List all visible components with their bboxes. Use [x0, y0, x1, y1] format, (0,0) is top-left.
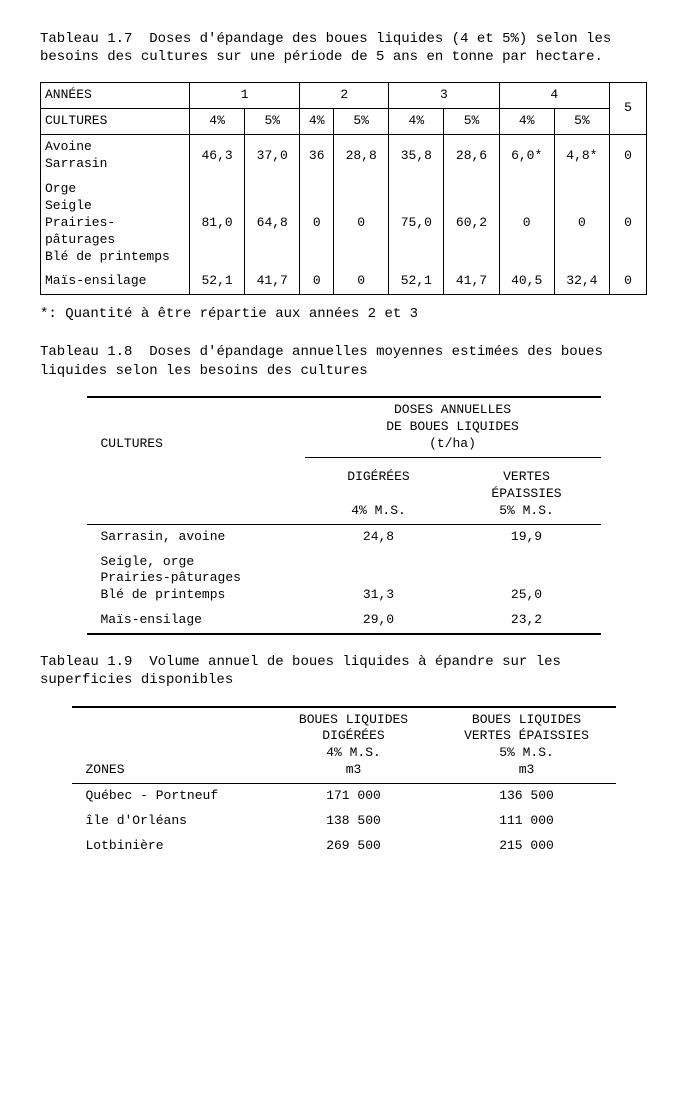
- table-row: Orge Seigle Prairies-pâturages Blé de pr…: [41, 177, 647, 269]
- table-row: île d'Orléans 138 500 111 000: [72, 809, 616, 834]
- table-row: Lotbinière 269 500 215 000: [72, 834, 616, 859]
- t7-r1-c6: 0: [499, 177, 554, 269]
- t9-r0-a: 171 000: [270, 784, 438, 809]
- t7-r2-c8: 0: [610, 269, 647, 294]
- table7: ANNÉES 1 2 3 4 5 CULTURES 4% 5% 4% 5% 4%…: [40, 82, 647, 295]
- t7-r2-label: Maïs-ensilage: [41, 269, 190, 294]
- t7-r1-c2: 0: [300, 177, 334, 269]
- t7-r1-c5: 60,2: [444, 177, 499, 269]
- t7-r1-c4: 75,0: [389, 177, 444, 269]
- t7-r0-c5: 28,6: [444, 135, 499, 177]
- t7-year-4: 4: [499, 83, 609, 109]
- t9-r0-label: Québec - Portneuf: [72, 784, 270, 809]
- table7-caption: Tableau 1.7 Doses d'épandage des boues l…: [40, 30, 647, 66]
- t7-sub-4: 4%: [389, 109, 444, 135]
- t7-r2-c6: 40,5: [499, 269, 554, 294]
- t7-r0-c6: 6,0*: [499, 135, 554, 177]
- t7-r1-c1: 64,8: [245, 177, 300, 269]
- table-row: Seigle, orge Prairies-pâturages Blé de p…: [87, 550, 601, 609]
- t7-r0-c7: 4,8*: [554, 135, 609, 177]
- t7-r2-c1: 41,7: [245, 269, 300, 294]
- t7-r2-c7: 32,4: [554, 269, 609, 294]
- table9-caption: Tableau 1.9 Volume annuel de boues liqui…: [40, 653, 647, 689]
- t7-sub-5: 5%: [444, 109, 499, 135]
- t7-sub-3: 5%: [334, 109, 389, 135]
- t7-r2-c2: 0: [300, 269, 334, 294]
- t8-r0-a: 24,8: [305, 525, 453, 550]
- t7-r0-c4: 35,8: [389, 135, 444, 177]
- t9-r2-label: Lotbinière: [72, 834, 270, 859]
- t8-r0-b: 19,9: [453, 525, 601, 550]
- t7-r2-c4: 52,1: [389, 269, 444, 294]
- t7-year-3: 3: [389, 83, 499, 109]
- t9-r1-b: 111 000: [438, 809, 616, 834]
- table-row: Sarrasin, avoine 24,8 19,9: [87, 525, 601, 550]
- t7-r1-c0: 81,0: [190, 177, 245, 269]
- t7-r1-c7: 0: [554, 177, 609, 269]
- table9-caption-num: Tableau 1.9: [40, 654, 132, 670]
- table-row: Maïs-ensilage 52,1 41,7 0 0 52,1 41,7 40…: [41, 269, 647, 294]
- t7-r1-c3: 0: [334, 177, 389, 269]
- t7-sub-0: 4%: [190, 109, 245, 135]
- t9-h-a: BOUES LIQUIDES DIGÉRÉES 4% M.S. m3: [270, 707, 438, 784]
- table-row: Maïs-ensilage 29,0 23,2: [87, 608, 601, 634]
- table-row: Avoine Sarrasin 46,3 37,0 36 28,8 35,8 2…: [41, 135, 647, 177]
- t7-sub-1: 5%: [245, 109, 300, 135]
- table9: ZONES BOUES LIQUIDES DIGÉRÉES 4% M.S. m3…: [40, 706, 647, 859]
- t7-r0-c0: 46,3: [190, 135, 245, 177]
- t9-r2-b: 215 000: [438, 834, 616, 859]
- t7-r0-label: Avoine Sarrasin: [41, 135, 190, 177]
- t8-h-doses: DOSES ANNUELLES DE BOUES LIQUIDES (t/ha): [305, 397, 601, 457]
- table8-caption: Tableau 1.8 Doses d'épandage annuelles m…: [40, 343, 647, 379]
- t9-h-b: BOUES LIQUIDES VERTES ÉPAISSIES 5% M.S. …: [438, 707, 616, 784]
- t7-year-5: 5: [610, 83, 647, 135]
- t9-r1-a: 138 500: [270, 809, 438, 834]
- t7-sub-2: 4%: [300, 109, 334, 135]
- t8-h-digested: DIGÉRÉES 4% M.S.: [305, 465, 453, 524]
- t7-r1-label: Orge Seigle Prairies-pâturages Blé de pr…: [41, 177, 190, 269]
- t7-r1-c8: 0: [610, 177, 647, 269]
- table8-caption-num: Tableau 1.8: [40, 344, 132, 360]
- t8-r0-label: Sarrasin, avoine: [87, 525, 305, 550]
- t8-r2-a: 29,0: [305, 608, 453, 634]
- t7-r0-c8: 0: [610, 135, 647, 177]
- t9-h-zones: ZONES: [72, 707, 270, 784]
- table7-footnote: *: Quantité à être répartie aux années 2…: [40, 305, 647, 323]
- t7-r0-c2: 36: [300, 135, 334, 177]
- t7-r0-c1: 37,0: [245, 135, 300, 177]
- t7-sub-6: 4%: [499, 109, 554, 135]
- t9-r2-a: 269 500: [270, 834, 438, 859]
- t8-r2-label: Maïs-ensilage: [87, 608, 305, 634]
- t7-head-cultures: CULTURES: [41, 109, 190, 135]
- t7-r2-c5: 41,7: [444, 269, 499, 294]
- t7-r2-c0: 52,1: [190, 269, 245, 294]
- table7-caption-num: Tableau 1.7: [40, 31, 132, 47]
- t8-r1-b: 25,0: [453, 550, 601, 609]
- t9-r1-label: île d'Orléans: [72, 809, 270, 834]
- t7-sub-7: 5%: [554, 109, 609, 135]
- t8-r1-label: Seigle, orge Prairies-pâturages Blé de p…: [87, 550, 305, 609]
- t7-year-2: 2: [300, 83, 389, 109]
- t7-r2-c3: 0: [334, 269, 389, 294]
- t7-r0-c3: 28,8: [334, 135, 389, 177]
- t8-r2-b: 23,2: [453, 608, 601, 634]
- table8: CULTURES DOSES ANNUELLES DE BOUES LIQUID…: [40, 396, 647, 635]
- t8-h-vertes: VERTES ÉPAISSIES 5% M.S.: [453, 465, 601, 524]
- t7-head-years: ANNÉES: [41, 83, 190, 109]
- t8-r1-a: 31,3: [305, 550, 453, 609]
- table-row: Québec - Portneuf 171 000 136 500: [72, 784, 616, 809]
- t8-h-cultures: CULTURES: [87, 397, 305, 457]
- t7-year-1: 1: [190, 83, 300, 109]
- t9-r0-b: 136 500: [438, 784, 616, 809]
